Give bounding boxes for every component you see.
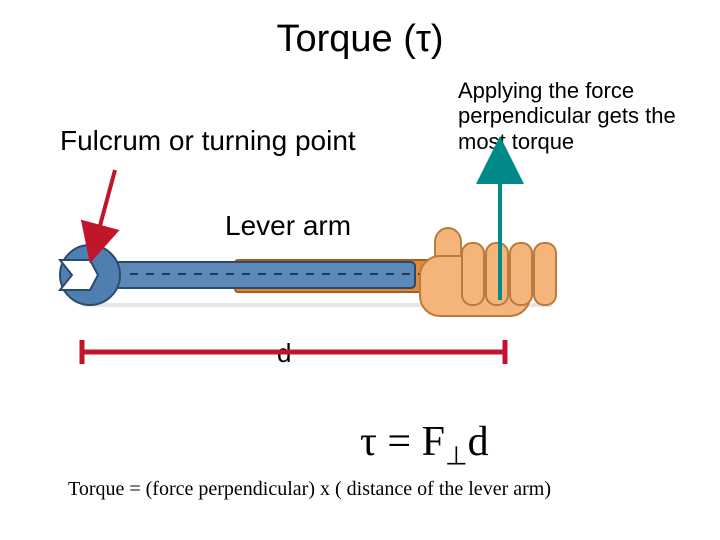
- distance-bracket: [82, 340, 505, 364]
- hand: [420, 228, 556, 316]
- wrench-head: [60, 245, 120, 305]
- torque-diagram: [0, 0, 720, 540]
- fulcrum-arrow: [94, 170, 115, 248]
